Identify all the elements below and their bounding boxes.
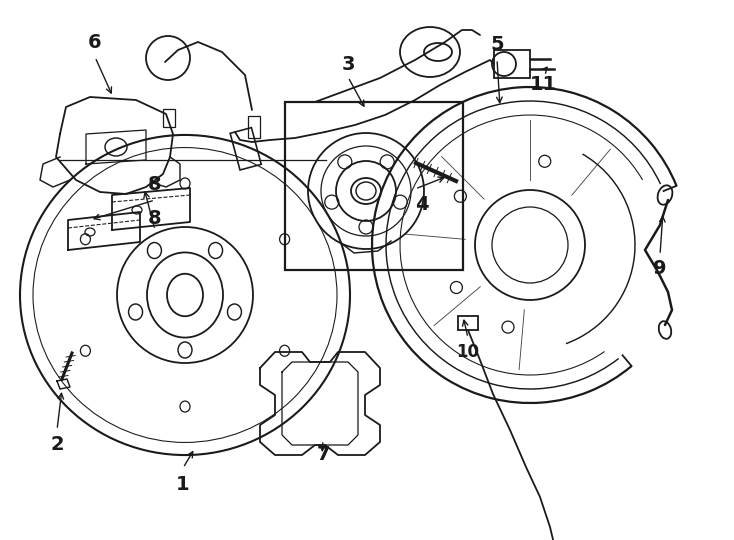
Bar <box>285 102 463 270</box>
Text: 6: 6 <box>88 32 102 51</box>
Text: 9: 9 <box>653 259 666 278</box>
Text: 11: 11 <box>529 76 556 94</box>
Text: 8: 8 <box>148 176 161 194</box>
Bar <box>248 116 260 138</box>
Text: 8: 8 <box>148 208 161 227</box>
Text: 1: 1 <box>176 476 190 495</box>
Text: 10: 10 <box>457 343 479 361</box>
Bar <box>230 127 261 170</box>
Text: 3: 3 <box>341 55 355 73</box>
Bar <box>163 109 175 127</box>
Text: 7: 7 <box>316 444 330 463</box>
Text: 4: 4 <box>415 195 429 214</box>
Text: 5: 5 <box>490 36 504 55</box>
Text: 2: 2 <box>50 435 64 455</box>
Bar <box>494 50 530 78</box>
Bar <box>458 316 478 330</box>
